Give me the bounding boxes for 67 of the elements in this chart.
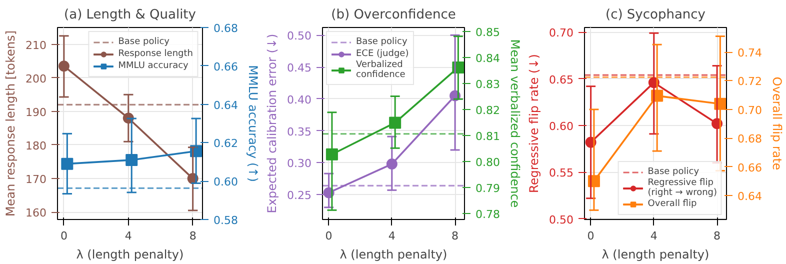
y-tick-label: 200 — [26, 72, 47, 86]
y2-tick-label: 0.72 — [738, 75, 762, 88]
chart-title: (a) Length & Quality — [64, 8, 196, 22]
chart-title: (c) Sycophancy — [605, 8, 706, 22]
y2-tick-label: 0.70 — [738, 104, 762, 117]
y2-axis-title: MMLU accuracy (↑) — [246, 65, 260, 182]
legend-label: Overall flip — [648, 199, 697, 209]
y2-tick-label: 0.64 — [738, 190, 762, 204]
legend-label: Verbalized confidence — [356, 60, 406, 80]
y-axis-title: Regressive flip rate (↓) — [527, 54, 542, 193]
y2-axis-title: Overall flip rate — [770, 76, 784, 170]
y-tick-label: 0.25 — [287, 189, 312, 202]
y2-tick-label: 0.78 — [476, 208, 500, 221]
y-tick-label: 190 — [26, 106, 47, 119]
y2-tick-label: 0.68 — [214, 22, 238, 35]
y2-tick-label: 0.58 — [214, 214, 238, 227]
y-tick-label: 0.50 — [549, 213, 574, 226]
x-tick-label: 8 — [189, 230, 196, 242]
y2-tick-label: 0.81 — [476, 130, 500, 143]
y-tick-label: 170 — [26, 173, 47, 186]
y-axis-title: Expected calibration error (↓) — [265, 34, 280, 214]
y-tick-label: 210 — [26, 38, 47, 52]
y-tick-label: 0.35 — [287, 125, 312, 138]
y2-tick-label: 0.74 — [738, 46, 762, 60]
y2-axis-title: Mean verbalized confidence — [508, 39, 522, 208]
y2-tick-label: 0.66 — [738, 161, 762, 174]
x-tick-label: 8 — [714, 230, 721, 242]
y-tick-label: 0.45 — [287, 62, 312, 75]
y2-tick-label: 0.79 — [476, 182, 500, 195]
chart-title: (b) Overconfidence — [331, 8, 456, 22]
legend-label: ECE (judge) — [356, 49, 409, 59]
legend-label: Response length — [118, 49, 193, 59]
legend-label: Regressive flip (right → wrong) — [648, 178, 717, 198]
x-tick-label: 0 — [587, 230, 594, 242]
y2-tick-label: 0.80 — [476, 156, 500, 169]
y-tick-label: 0.60 — [549, 120, 574, 134]
legend-label: Base policy — [118, 37, 170, 47]
y-tick-label: 180 — [26, 139, 47, 152]
y-tick-label: 0.65 — [549, 73, 574, 86]
y2-tick-label: 0.60 — [214, 176, 238, 189]
y-axis-title: Mean response length [tokens] — [4, 30, 18, 217]
y-tick-label: 0.55 — [549, 166, 574, 180]
y-tick-label: 160 — [26, 206, 47, 220]
y-tick-label: 0.30 — [287, 157, 312, 170]
y2-tick-label: 0.64 — [214, 98, 238, 112]
y2-tick-label: 0.85 — [476, 26, 500, 40]
y2-tick-label: 0.62 — [214, 137, 238, 150]
y2-tick-label: 0.66 — [214, 60, 238, 74]
y2-tick-label: 0.68 — [738, 132, 762, 146]
x-axis-title: λ (length penalty) — [340, 248, 448, 262]
y-tick-label: 0.40 — [287, 93, 312, 106]
y-tick-label: 0.70 — [549, 26, 574, 40]
x-tick-label: 8 — [452, 230, 459, 242]
x-tick-label: 4 — [388, 230, 396, 242]
y2-tick-label: 0.84 — [476, 52, 500, 66]
x-axis-title: λ (length penalty) — [602, 248, 710, 262]
y2-tick-label: 0.83 — [476, 78, 500, 92]
x-tick-label: 0 — [60, 230, 68, 242]
legend-label: MMLU accuracy — [118, 61, 188, 71]
y-tick-label: 0.50 — [287, 30, 312, 43]
y2-tick-label: 0.82 — [476, 104, 500, 117]
x-tick-label: 4 — [650, 230, 658, 242]
x-axis-title: λ (length penalty) — [76, 248, 184, 262]
x-tick-label: 0 — [325, 230, 332, 242]
x-tick-label: 4 — [124, 230, 132, 242]
legend-label: Base policy — [648, 167, 700, 177]
legend-label: Base policy — [356, 37, 408, 47]
